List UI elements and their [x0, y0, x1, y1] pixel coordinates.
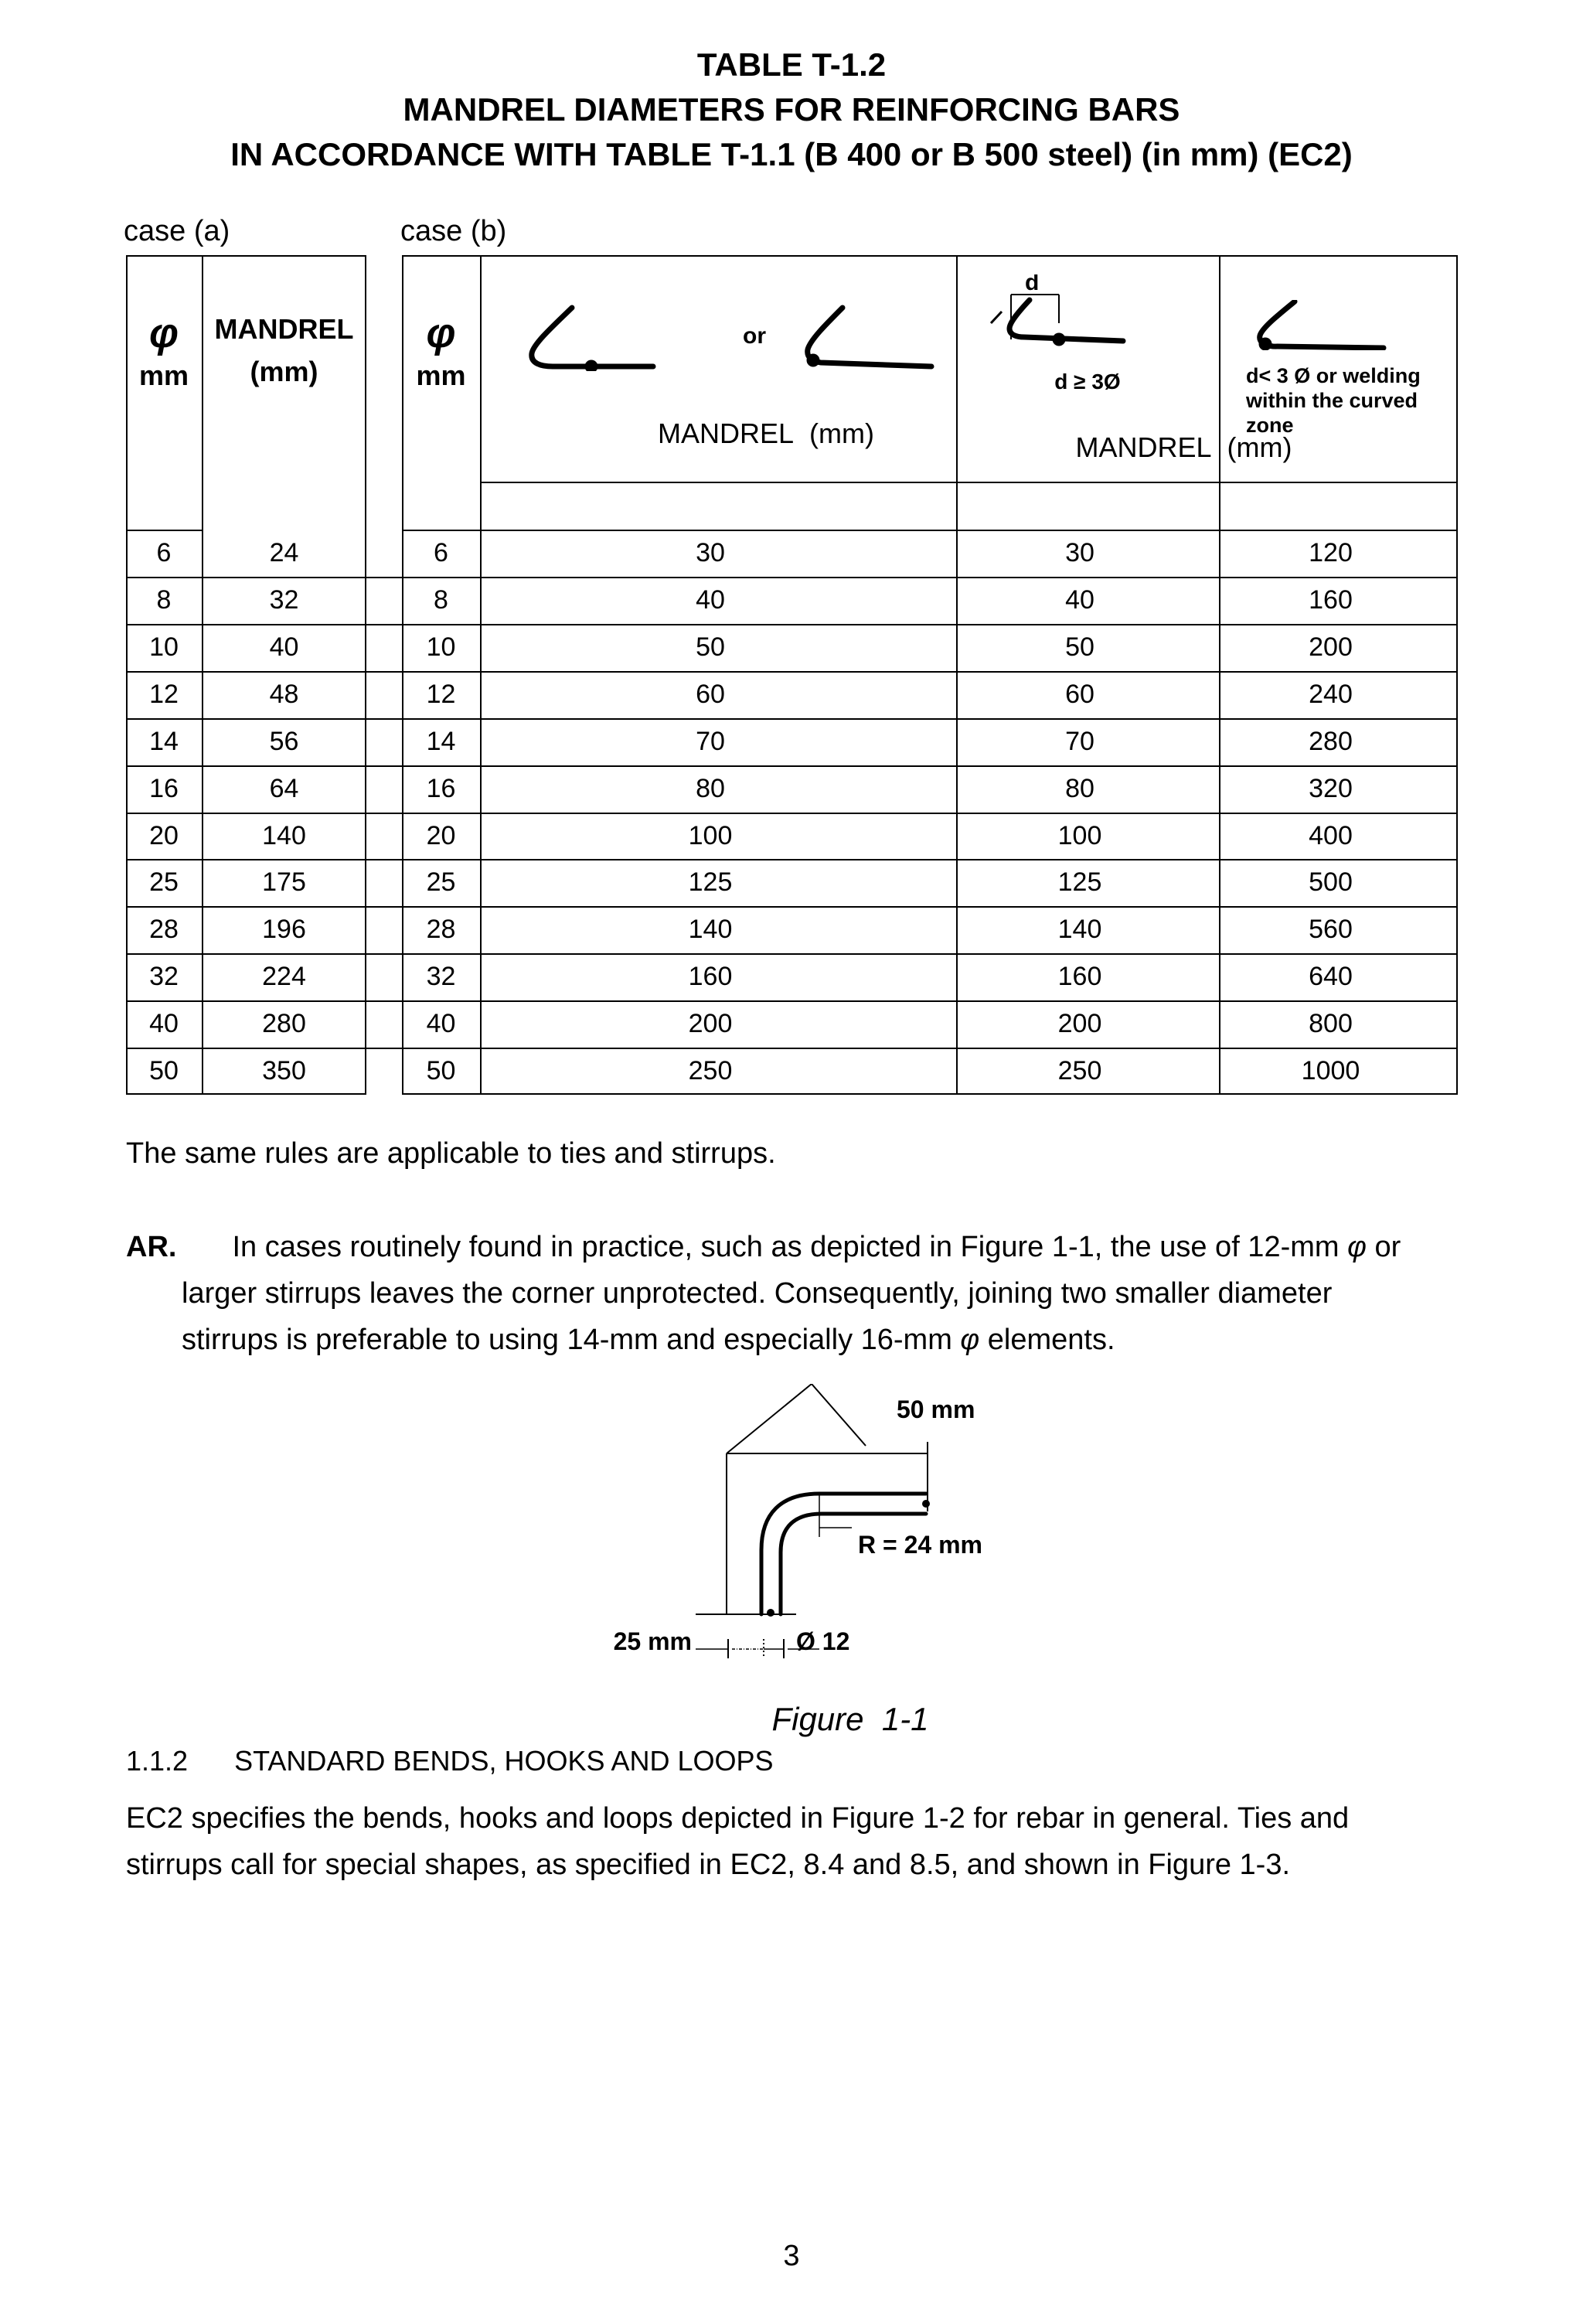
svg-text:d: d	[1025, 274, 1039, 295]
